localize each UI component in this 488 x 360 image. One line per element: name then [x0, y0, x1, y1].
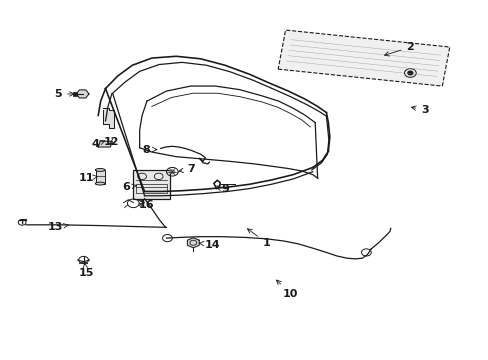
Polygon shape	[187, 238, 199, 248]
Bar	[73, 92, 77, 96]
Polygon shape	[98, 141, 112, 147]
Text: 2: 2	[384, 42, 413, 56]
Text: 4: 4	[92, 139, 105, 149]
Bar	[136, 184, 167, 193]
Bar	[278, 30, 449, 86]
Ellipse shape	[95, 168, 105, 171]
Ellipse shape	[95, 182, 105, 185]
Bar	[96, 170, 104, 184]
Text: 3: 3	[410, 105, 428, 115]
Text: 5: 5	[54, 89, 74, 99]
Circle shape	[407, 71, 412, 75]
Text: 8: 8	[142, 144, 157, 154]
Text: 1: 1	[247, 229, 270, 248]
Text: 15: 15	[78, 263, 94, 278]
Text: 13: 13	[47, 222, 68, 232]
Polygon shape	[76, 90, 89, 98]
Text: 14: 14	[199, 239, 220, 249]
Text: 12: 12	[104, 138, 120, 147]
Text: 16: 16	[138, 200, 154, 210]
Polygon shape	[103, 108, 114, 128]
Text: 6: 6	[122, 182, 136, 192]
Text: 7: 7	[179, 164, 194, 174]
Text: 9: 9	[215, 184, 228, 194]
Text: 10: 10	[276, 280, 298, 299]
FancyBboxPatch shape	[133, 170, 169, 199]
Circle shape	[169, 170, 174, 174]
Text: 11: 11	[78, 173, 97, 183]
